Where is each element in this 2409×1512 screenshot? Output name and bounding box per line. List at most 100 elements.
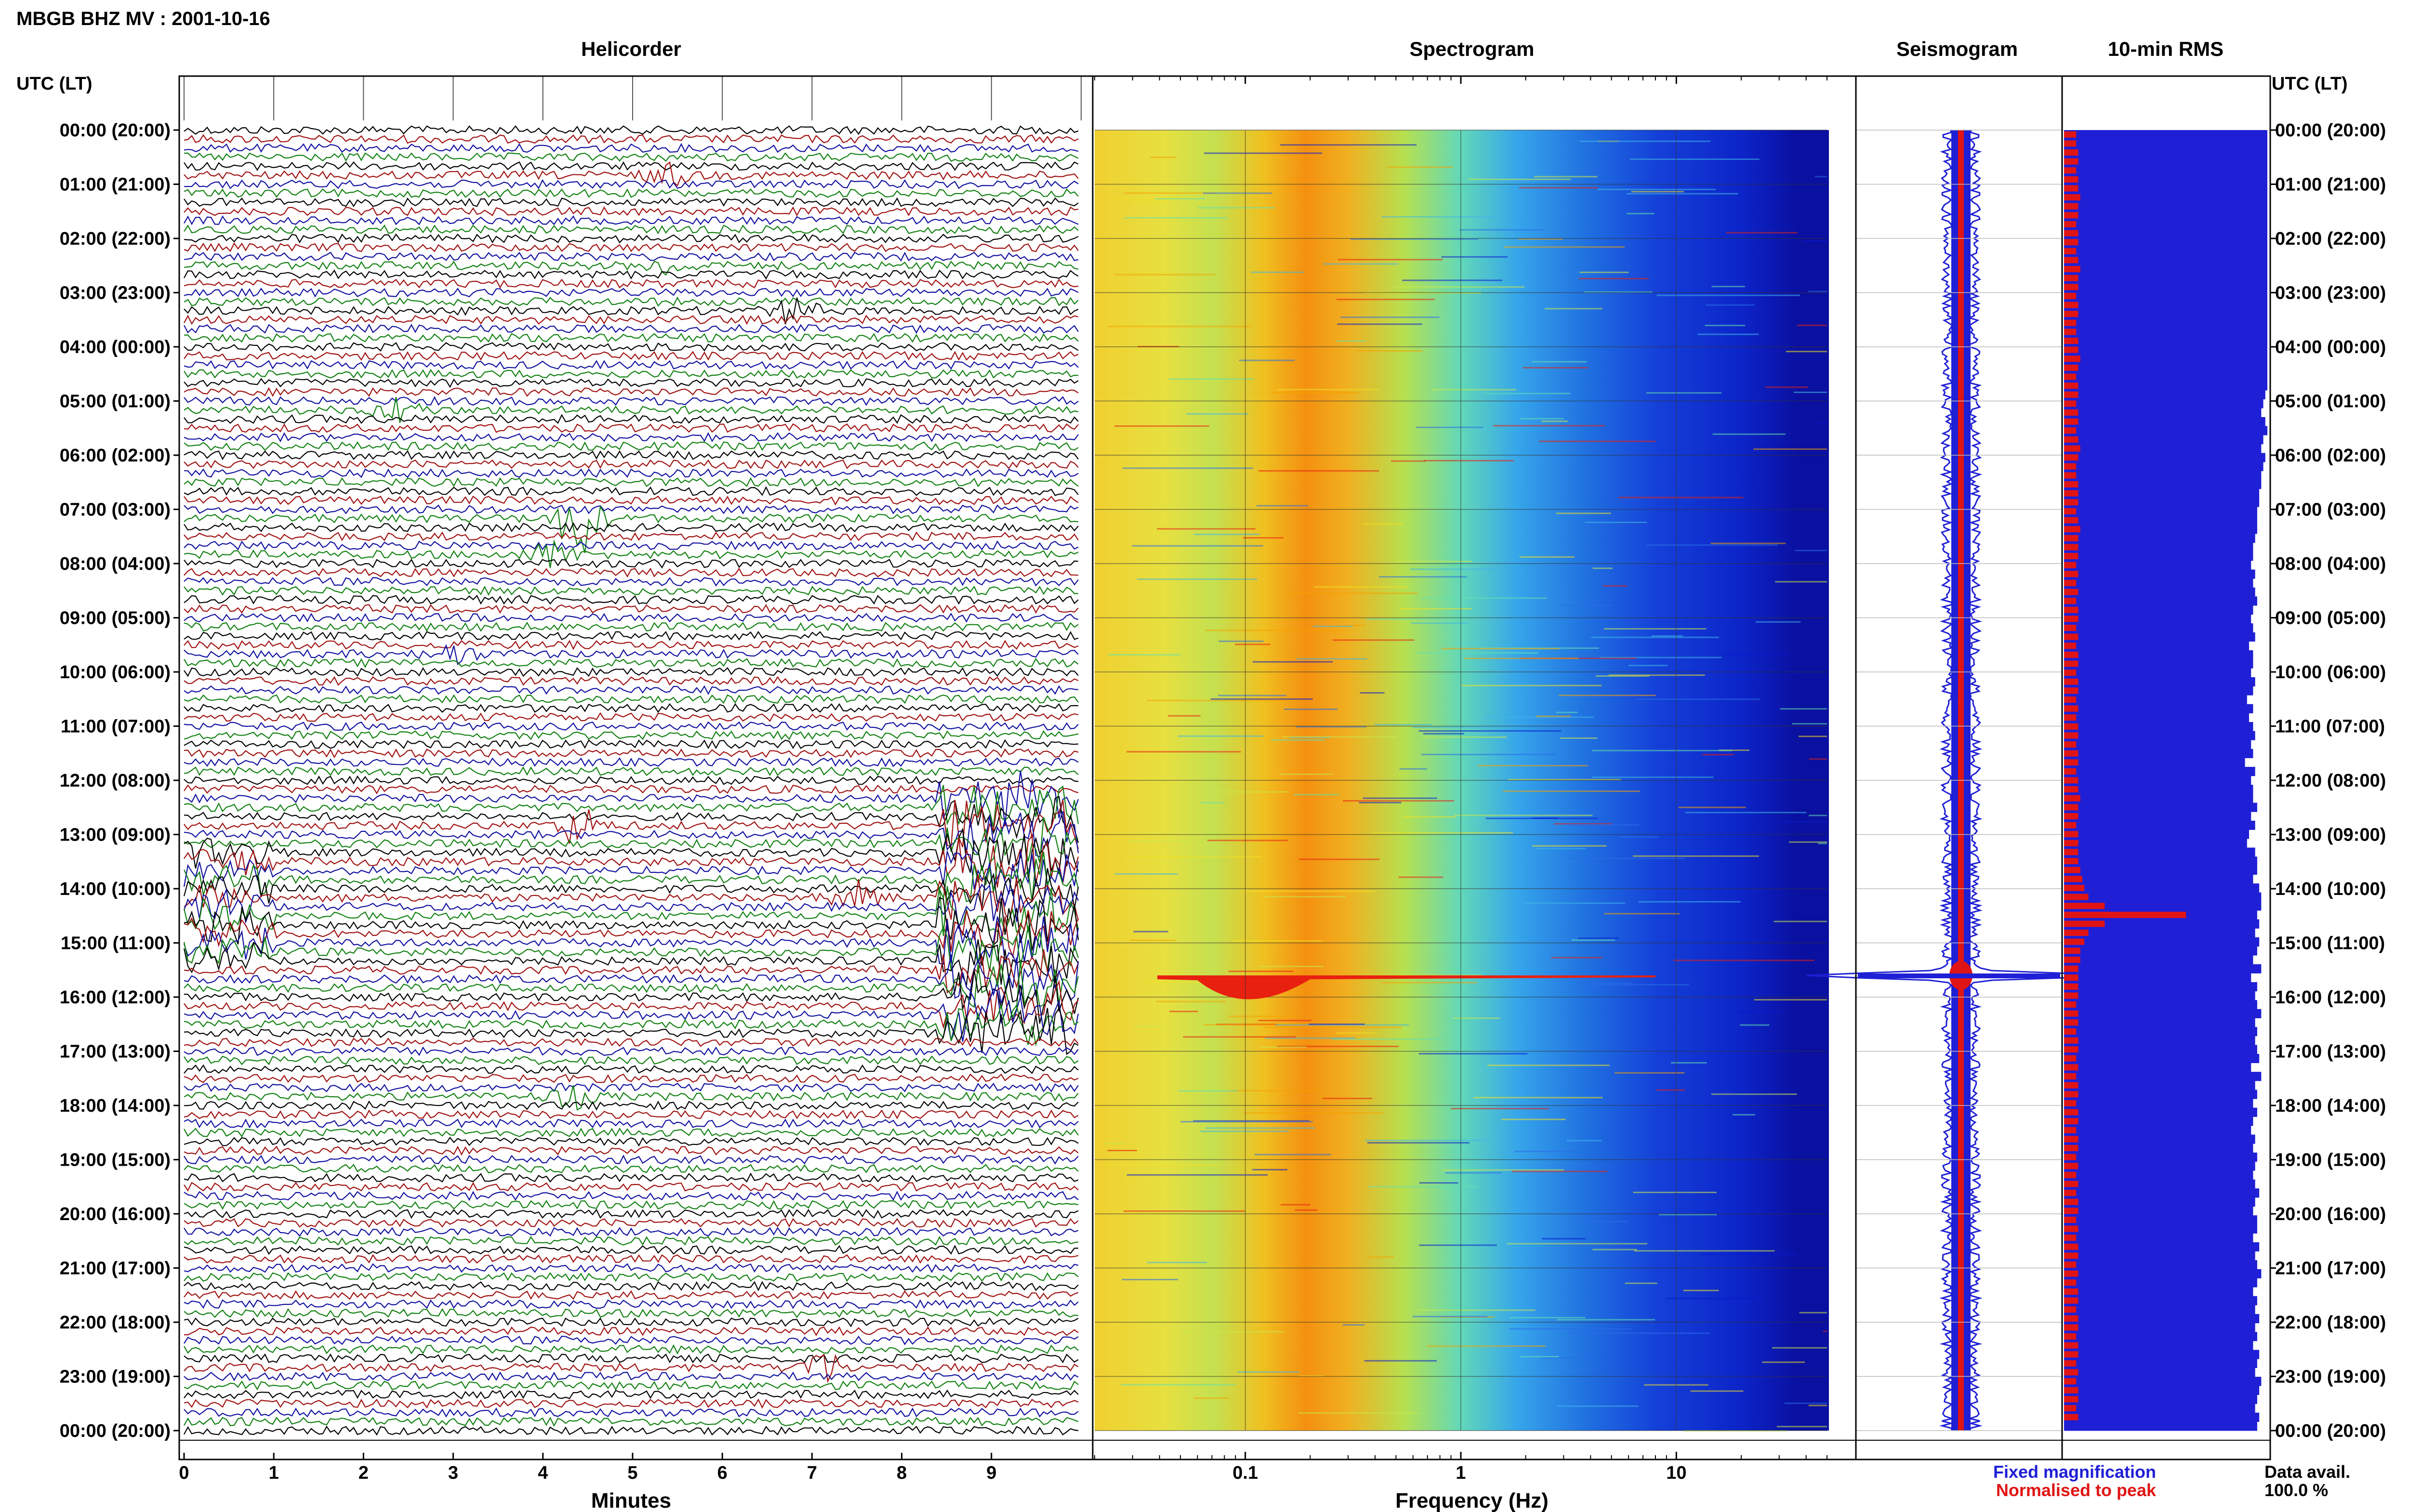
helicorder-trace (184, 631, 1079, 641)
time-label-left: 01:00 (21:00) (60, 175, 171, 195)
rms-bar-fixed (2064, 946, 2257, 956)
helicorder-trace (184, 1082, 1079, 1092)
rms-bar-fixed (2064, 596, 2257, 606)
spectrogram-streak (1442, 1169, 1564, 1171)
spectrogram-streak (1114, 274, 1216, 276)
rms-bar-fixed (2064, 883, 2260, 893)
spectrogram-streak (1355, 350, 1423, 352)
rms-bar-normalised (2064, 1028, 2077, 1035)
helicorder-trace (184, 897, 1079, 951)
spectrogram-streak (1753, 448, 1827, 450)
spectrogram-streak (1784, 1402, 1827, 1404)
spectrogram-streak (1671, 1062, 1707, 1064)
spectrogram-streak (1775, 581, 1827, 583)
spectrogram-streak (1629, 158, 1760, 160)
spectrogram-streak (1560, 737, 1598, 739)
helicorder-trace (183, 851, 1079, 895)
helicorder-trace (184, 505, 1079, 553)
rms-bar-fixed (2064, 1287, 2253, 1297)
spectrogram-streak (1155, 197, 1205, 199)
spectrogram-streak (1156, 1000, 1226, 1002)
spectrogram-streak (1231, 940, 1323, 942)
rms-bar-fixed (2064, 507, 2257, 516)
spectrogram-streak (1107, 1149, 1137, 1151)
helicorder-trace (184, 224, 1079, 235)
data-availability-label: Data avail. (2264, 1462, 2350, 1482)
helicorder-trace (184, 1272, 1079, 1282)
spectrogram-streak (1578, 277, 1649, 279)
rms-bar-fixed (2064, 793, 2253, 803)
helicorder-trace (184, 712, 1079, 722)
spectrogram-streak (1422, 736, 1507, 738)
seismogram-panel (1806, 130, 2116, 1431)
spectrogram-streak (1275, 1024, 1409, 1026)
rms-bar-normalised (2064, 499, 2078, 506)
spectrogram-streak (1656, 294, 1800, 296)
helicorder-trace (184, 960, 1079, 1019)
rms-bar-normalised (2064, 1360, 2077, 1367)
spectrogram-streak (1107, 197, 1198, 199)
rms-bar-normalised (2064, 221, 2077, 228)
rms-bar-fixed (2064, 381, 2267, 391)
rms-bar-normalised (2064, 643, 2077, 649)
rms-bar-normalised (2064, 212, 2078, 219)
spectrogram-streak (1258, 470, 1379, 472)
spectrogram-streak (1147, 1262, 1207, 1263)
time-label-left: 05:00 (01:00) (60, 392, 171, 412)
spectrogram-streak (1360, 692, 1385, 694)
rms-bar-normalised (2064, 158, 2078, 165)
helicorder-trace (184, 125, 1079, 135)
helicorder-trace (184, 378, 1079, 388)
spectrogram-streak (1193, 1397, 1229, 1399)
helicorder-trace (184, 1317, 1079, 1328)
rms-bar-fixed (2064, 1242, 2260, 1252)
helicorder-trace (184, 539, 1079, 568)
rms-bar-normalised (2064, 1001, 2077, 1008)
rms-bar-normalised (2064, 194, 2080, 201)
spectrogram-streak (1243, 537, 1284, 539)
helicorder-trace (184, 1407, 1079, 1418)
helicorder-trace (184, 143, 1079, 153)
spectrogram-streak (1604, 913, 1680, 915)
spectrogram-streak (1459, 229, 1545, 231)
rms-bar-normalised (2064, 1046, 2078, 1053)
spectrogram-streak (1678, 806, 1746, 808)
rms-bar-normalised (2064, 544, 2078, 551)
spectrogram-streak (1551, 957, 1602, 959)
rms-bar-fixed (2064, 1305, 2255, 1315)
spectrogram-streak (1542, 1238, 1586, 1240)
helicorder-trace (184, 785, 1079, 827)
spectrogram-streak (1508, 779, 1621, 781)
spectrogram-streak (1726, 232, 1798, 234)
minute-tick-label: 0 (179, 1463, 189, 1483)
time-label-right: 00:00 (20:00) (2275, 120, 2386, 141)
seismogram-peak-line (1858, 973, 2060, 978)
rms-bar-normalised (2064, 302, 2078, 308)
spectrogram-streak (1108, 326, 1252, 328)
rms-bar-normalised (2064, 1279, 2077, 1286)
rms-bar-normalised (2064, 535, 2078, 541)
spectrogram-streak (1257, 965, 1324, 967)
rms-bar-normalised (2064, 131, 2077, 138)
helicorder-trace (184, 796, 1079, 843)
spectrogram-streak (1793, 392, 1827, 394)
spectrogram-streak (1631, 191, 1684, 193)
spectrogram-streak (1539, 440, 1656, 442)
spectrogram-streak (1561, 977, 1582, 979)
spectrogram-streak (1780, 821, 1827, 823)
rms-bar-fixed (2064, 345, 2267, 355)
rms-bar-fixed (2064, 1404, 2255, 1413)
rms-bar-fixed (2064, 767, 2255, 776)
spectrogram-streak (1229, 1015, 1301, 1017)
spectrogram-streak (1391, 460, 1426, 462)
rms-bar-normalised (2064, 445, 2080, 452)
rms-bar-normalised (2064, 1243, 2078, 1250)
rms-bar-fixed (2064, 1323, 2255, 1332)
rms-bar-normalised (2064, 992, 2078, 999)
spectrogram-streak (1532, 845, 1607, 847)
spectrogram-streak (1780, 708, 1827, 710)
time-label-left: 14:00 (10:00) (60, 879, 171, 899)
rms-bar-fixed (2064, 220, 2267, 229)
spectrogram-streak (1534, 176, 1598, 178)
spectrogram-streak (1454, 815, 1593, 816)
